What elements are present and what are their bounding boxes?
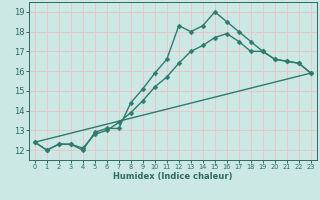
X-axis label: Humidex (Indice chaleur): Humidex (Indice chaleur) <box>113 172 233 181</box>
